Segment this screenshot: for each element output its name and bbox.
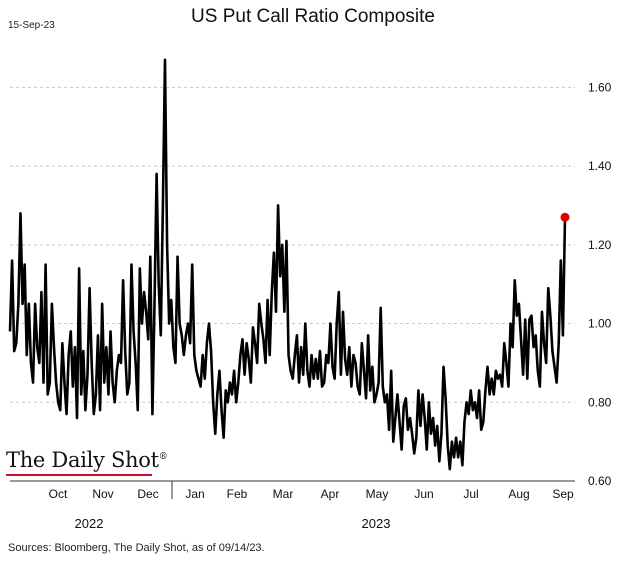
x-tick-label: May bbox=[366, 487, 389, 501]
year-label: 2023 bbox=[362, 516, 391, 531]
year-label: 2022 bbox=[75, 516, 104, 531]
y-axis: 0.60 0.80 1.00 1.20 1.40 1.60 bbox=[588, 80, 612, 488]
series-line bbox=[8, 58, 567, 471]
y-tick-label: 1.00 bbox=[588, 317, 612, 331]
date-stamp: 15-Sep-23 bbox=[8, 20, 55, 31]
grid-lines bbox=[10, 86, 575, 403]
x-tick-label: Oct bbox=[49, 487, 68, 501]
chart-title: US Put Call Ratio Composite bbox=[191, 6, 435, 27]
logo-underline bbox=[6, 474, 152, 476]
x-tick-label: Dec bbox=[137, 487, 158, 501]
x-tick-label: Apr bbox=[321, 487, 340, 501]
y-tick-label: 0.80 bbox=[588, 395, 612, 409]
latest-value-marker bbox=[560, 212, 570, 222]
source-note: Sources: Bloomberg, The Daily Shot, as o… bbox=[8, 542, 265, 554]
x-tick-label: Jan bbox=[185, 487, 204, 501]
x-tick-label: Jun bbox=[414, 487, 433, 501]
series-group bbox=[8, 58, 570, 471]
x-tick-label: Aug bbox=[508, 487, 529, 501]
x-tick-label: Mar bbox=[273, 487, 294, 501]
brand-logo: The Daily Shot® bbox=[6, 448, 168, 472]
x-tick-label: Jul bbox=[463, 487, 478, 501]
logo-text: The Daily Shot bbox=[6, 448, 159, 472]
x-tick-label: Sep bbox=[552, 487, 574, 501]
y-tick-label: 1.40 bbox=[588, 159, 612, 173]
y-tick-label: 1.60 bbox=[588, 80, 612, 94]
x-axis: Oct Nov Dec Jan Feb Mar Apr May Jun Jul Aug Sep 2022… bbox=[10, 480, 575, 531]
y-tick-label: 1.20 bbox=[588, 238, 612, 252]
x-tick-label: Nov bbox=[92, 487, 113, 501]
x-tick-label: Feb bbox=[227, 487, 248, 501]
y-tick-label: 0.60 bbox=[588, 474, 612, 488]
registered-mark-icon: ® bbox=[158, 452, 168, 462]
